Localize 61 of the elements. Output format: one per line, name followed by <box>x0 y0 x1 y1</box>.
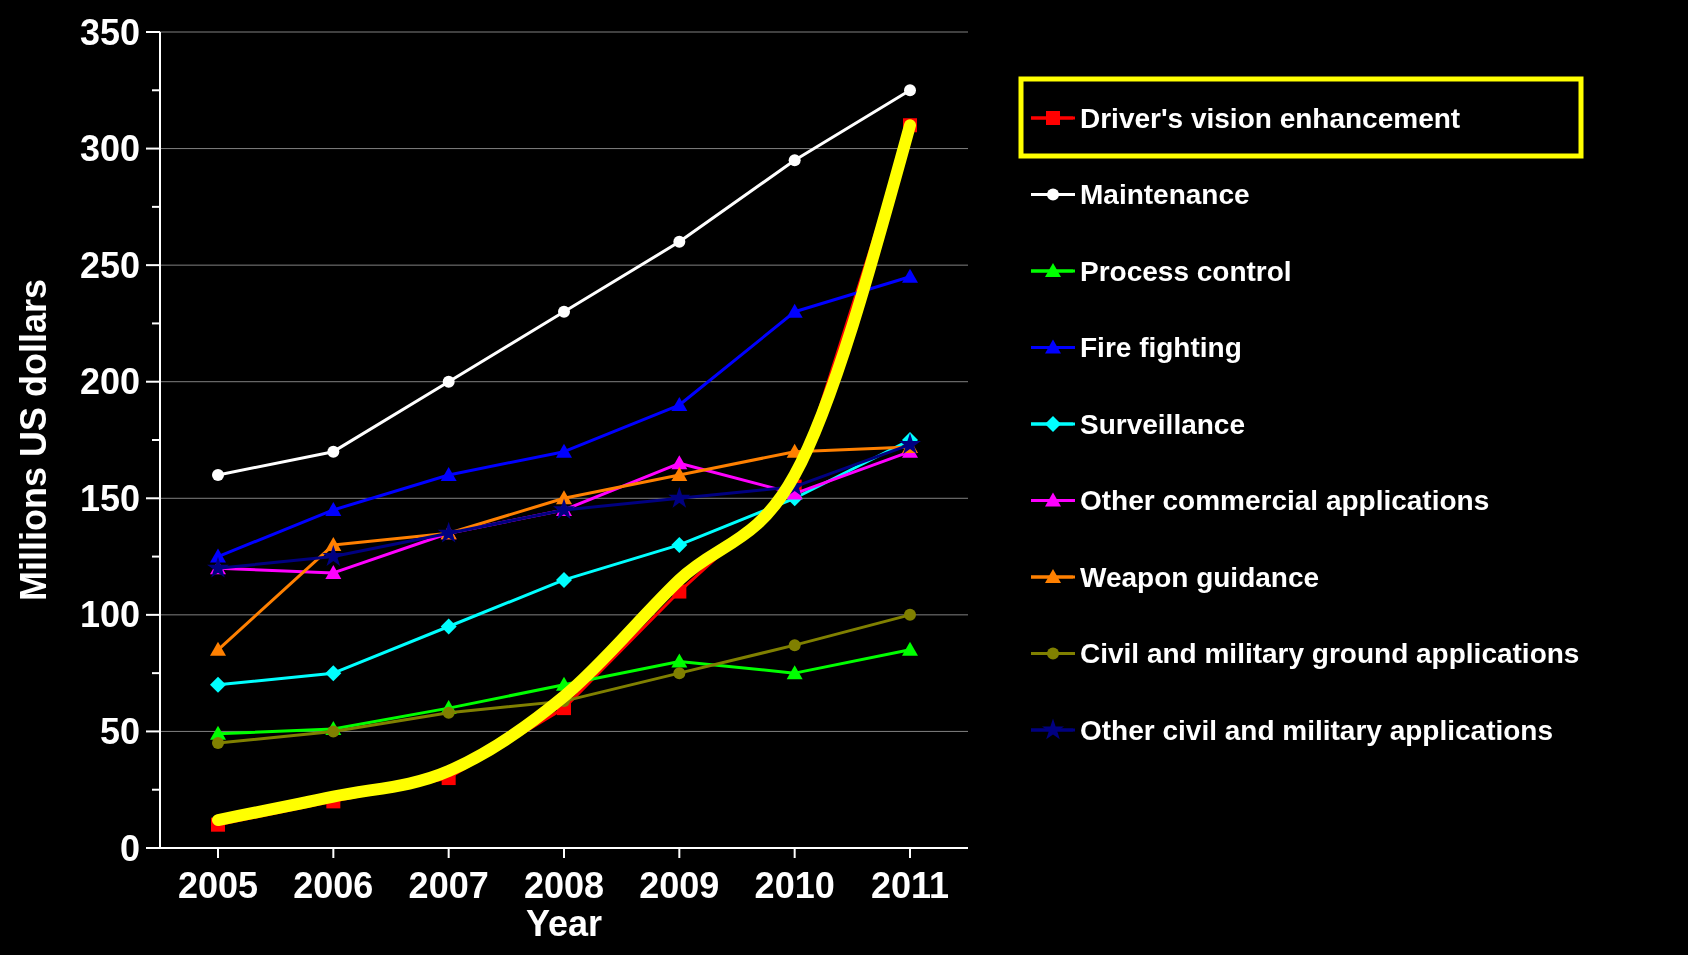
legend-label: Weapon guidance <box>1080 561 1320 593</box>
point <box>440 618 457 635</box>
point <box>325 501 342 516</box>
legend-label: Other commercial applications <box>1080 485 1490 517</box>
point <box>671 466 688 481</box>
x-tick-label: 2009 <box>639 865 720 906</box>
point <box>327 725 340 738</box>
y-tick-label: 100 <box>79 594 140 636</box>
point <box>786 303 803 318</box>
point <box>325 564 342 579</box>
x-tick-label: 2006 <box>293 865 374 906</box>
point <box>671 536 688 553</box>
y-tick-label: 250 <box>79 244 140 286</box>
x-tick-label: 2011 <box>870 865 950 906</box>
x-tick-label: 2005 <box>177 865 259 906</box>
x-tick-label: 2007 <box>408 865 489 906</box>
point <box>902 641 918 656</box>
point <box>210 676 226 693</box>
point <box>671 455 688 470</box>
x-tick-label: 2010 <box>754 865 835 906</box>
point <box>212 737 224 750</box>
point <box>673 667 686 680</box>
legend-label: Surveillance <box>1080 408 1245 440</box>
point <box>899 433 921 455</box>
legend-label: Process control <box>1080 255 1292 287</box>
point <box>325 536 342 551</box>
point <box>673 235 686 248</box>
point <box>327 445 340 458</box>
y-tick-label: 300 <box>79 128 140 170</box>
point <box>671 653 688 668</box>
legend-label: Maintenance <box>1080 179 1250 211</box>
point <box>668 486 691 508</box>
legend-label: Other civil and military applications <box>1080 714 1554 746</box>
legend-label: Civil and military ground applications <box>1080 638 1580 670</box>
point <box>786 665 803 680</box>
x-tick-label: 2008 <box>523 865 605 906</box>
x-axis-title: Year <box>525 903 603 944</box>
legend-label: Fire fighting <box>1080 332 1242 364</box>
point <box>558 305 570 318</box>
point <box>325 665 342 682</box>
point <box>556 571 572 588</box>
point <box>671 397 688 412</box>
point <box>904 84 916 97</box>
y-tick-label: 50 <box>99 711 140 753</box>
y-tick-label: 200 <box>79 361 140 403</box>
y-tick-label: 350 <box>79 11 140 53</box>
y-axis-title: Millions US dollars <box>13 278 54 602</box>
point <box>440 466 457 481</box>
point <box>788 154 801 167</box>
point <box>442 375 455 388</box>
point <box>212 468 224 481</box>
point <box>902 268 918 283</box>
point <box>904 608 916 621</box>
legend-label: Driver's vision enhancement <box>1080 102 1461 134</box>
y-tick-label: 150 <box>79 477 140 519</box>
y-tick-label: 0 <box>119 827 140 869</box>
point <box>788 639 801 652</box>
point <box>322 545 345 566</box>
point <box>442 706 455 719</box>
point <box>556 443 572 458</box>
point <box>210 641 226 656</box>
